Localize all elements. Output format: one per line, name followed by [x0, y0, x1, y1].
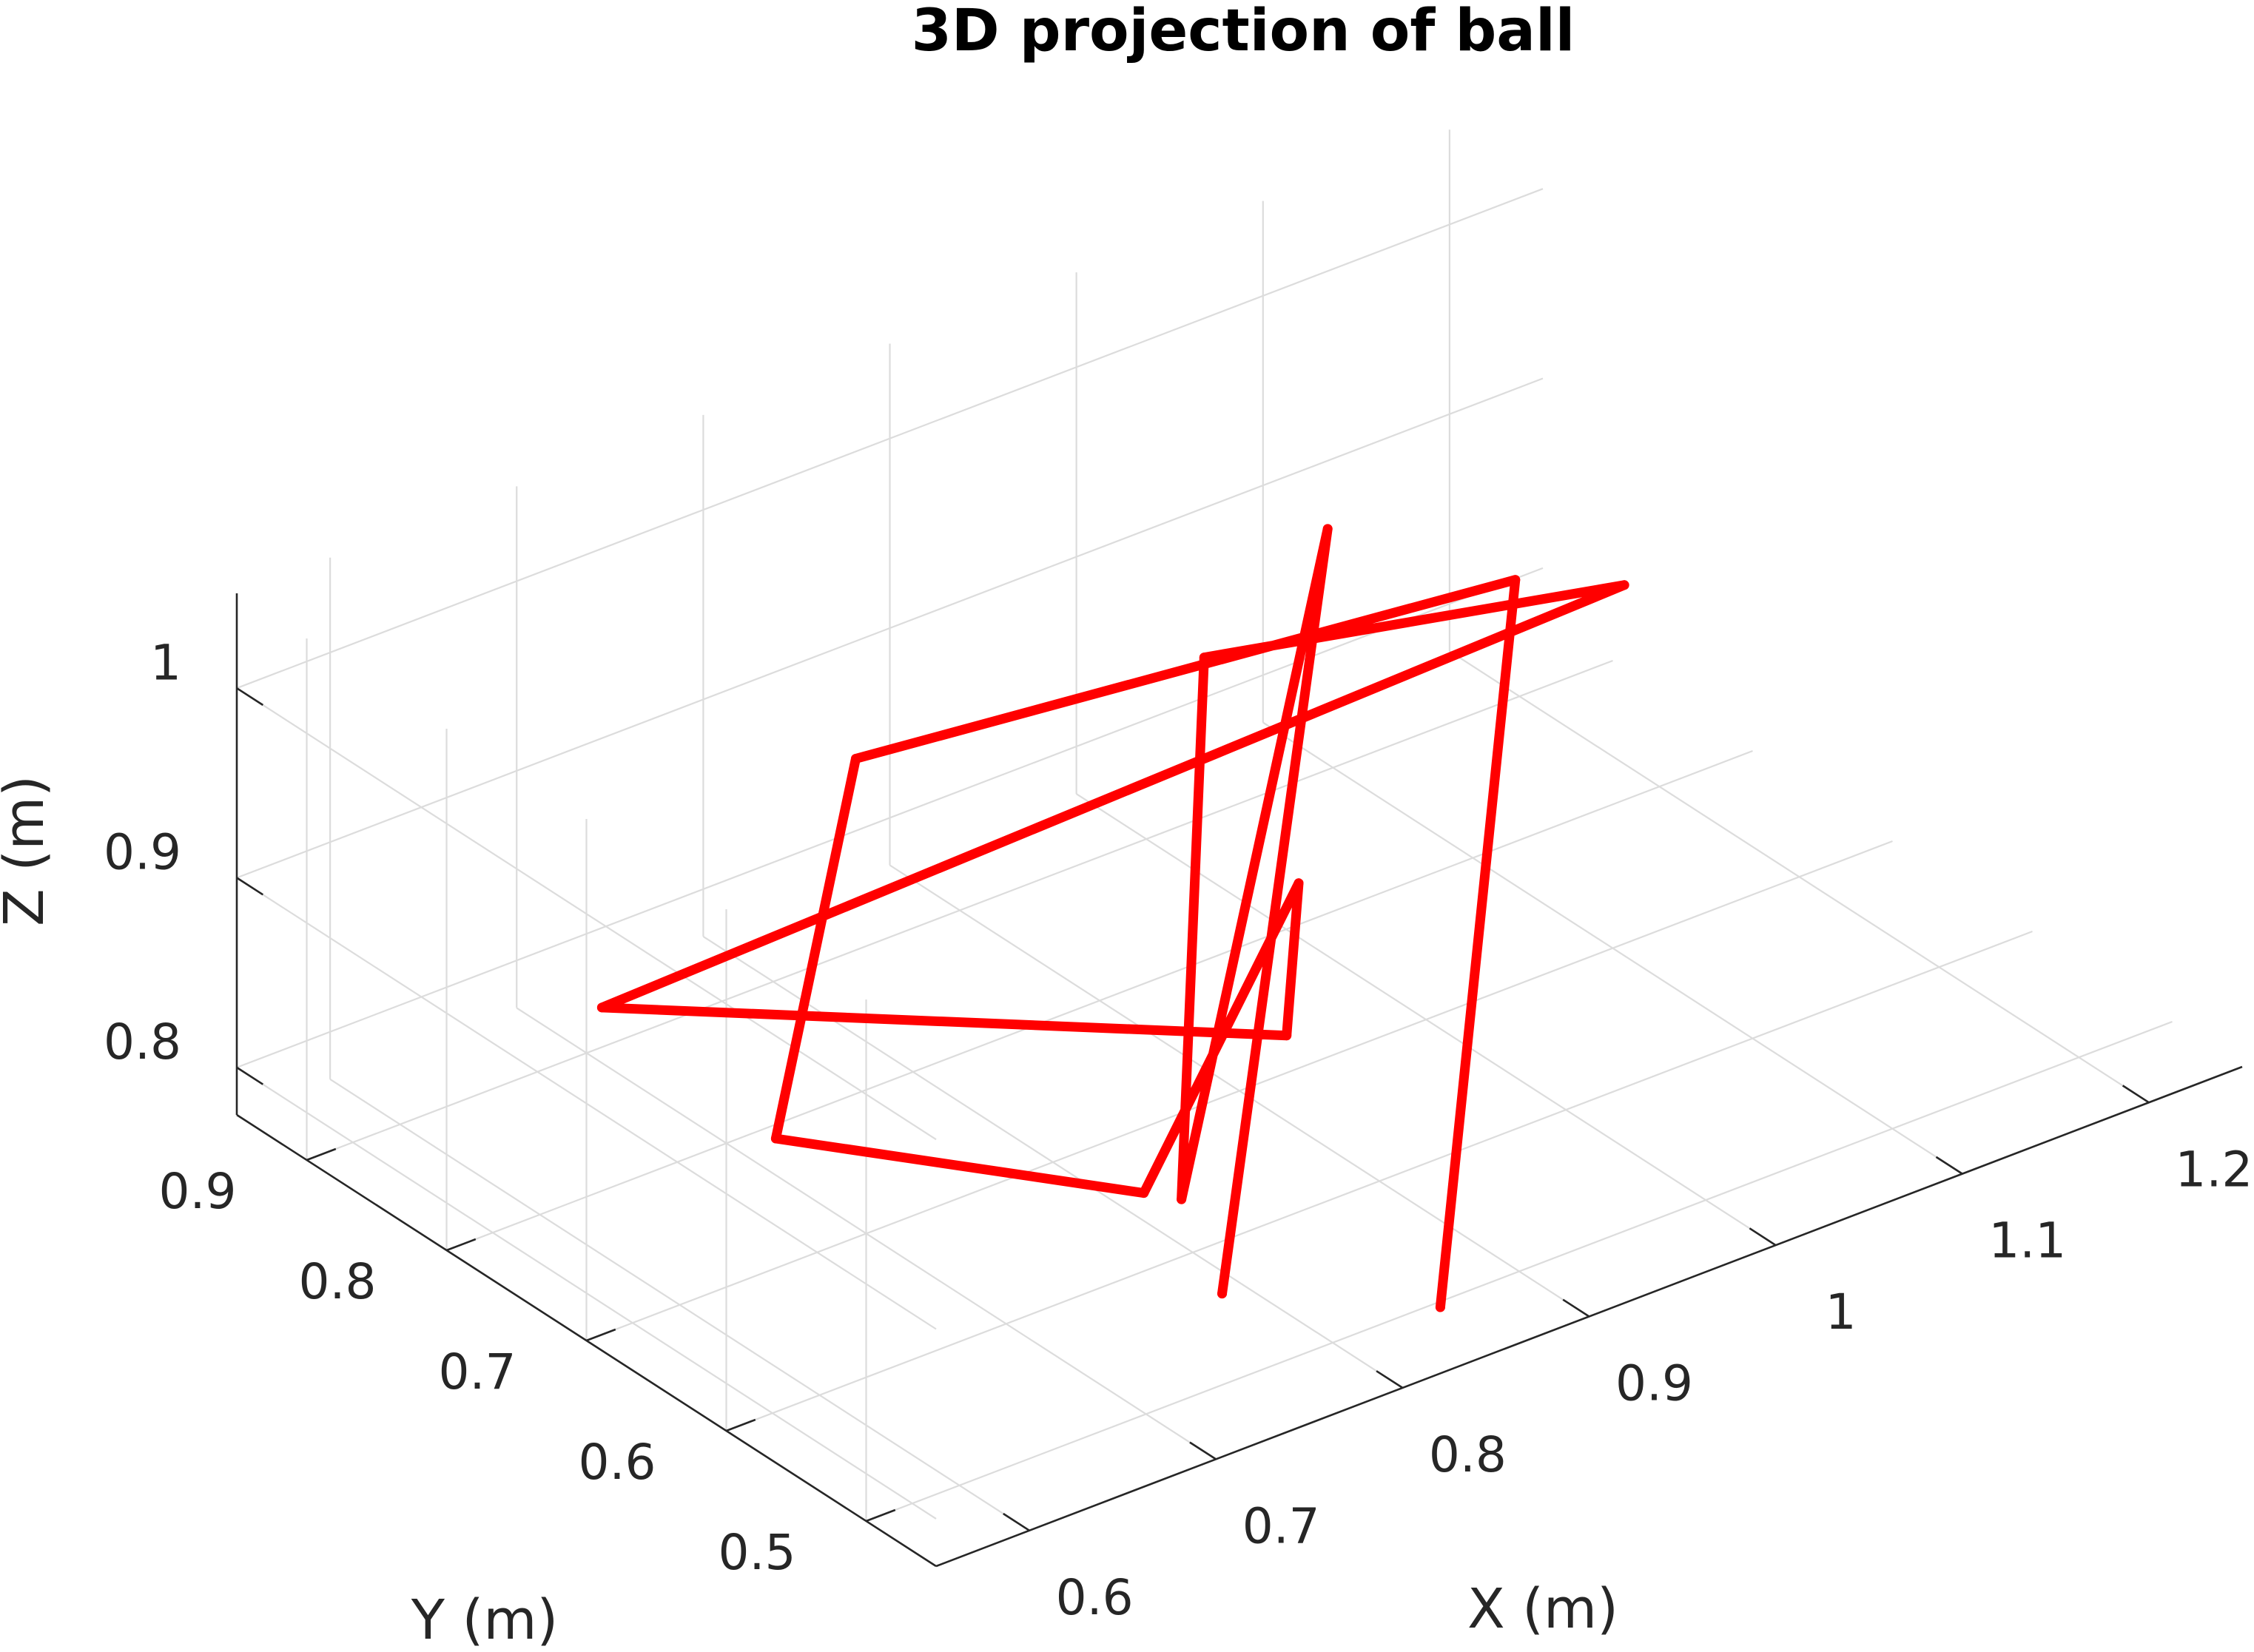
- z-tick-label: 0.9: [104, 824, 181, 881]
- y-tick-label: 0.9: [159, 1163, 237, 1220]
- trajectory-point: [1293, 878, 1304, 889]
- z-axis-label: Z (m): [0, 775, 56, 926]
- floor-grid-line-y: [446, 749, 1753, 1252]
- trajectory-point: [851, 754, 861, 763]
- floor-grid-line-y: [726, 930, 2033, 1432]
- z-tick-label: 1: [150, 634, 181, 691]
- floor-grid-line-y: [866, 1020, 2173, 1523]
- trajectory-point: [1435, 1302, 1445, 1312]
- x-tick-label: 1.2: [2175, 1141, 2253, 1198]
- trajectory-point: [596, 1002, 607, 1013]
- grid-layer: [236, 129, 2173, 1531]
- back-wall-grid-line-z: [236, 567, 1544, 1068]
- left-wall-grid-line-z: [236, 1066, 937, 1520]
- z-tick-mark: [236, 877, 264, 896]
- y-tick-label: 0.6: [579, 1434, 656, 1491]
- y-tick-mark: [446, 1238, 477, 1252]
- trajectory-point: [770, 1133, 781, 1144]
- floor-grid-line-y: [586, 840, 1893, 1342]
- x-tick-mark: [1003, 1512, 1030, 1531]
- y-tick-mark: [306, 1147, 337, 1162]
- axis-layer: 0.6 0.7 0.8 0.9 1 1.1 1.2 0.5 0.6 0.7 0.8 0.9 0.8 0.9…: [104, 593, 2253, 1626]
- x-tick-mark: [1189, 1441, 1217, 1460]
- y-tick-mark: [726, 1418, 756, 1432]
- x-tick-mark: [1376, 1370, 1404, 1389]
- y-tick-mark: [586, 1328, 616, 1342]
- x-tick-label: 0.8: [1429, 1426, 1507, 1483]
- chart-title: 3D projection of ball: [912, 0, 1575, 64]
- x-tick-mark: [1935, 1156, 1963, 1175]
- z-tick-label: 0.8: [104, 1014, 181, 1071]
- x-tick-label: 1.1: [1988, 1213, 2066, 1270]
- trajectory-point: [1139, 1188, 1149, 1198]
- x-tick-label: 1: [1826, 1284, 1857, 1341]
- y-tick-label: 0.8: [299, 1253, 377, 1310]
- data-layer: [596, 524, 1629, 1312]
- x-tick-mark: [1562, 1298, 1590, 1318]
- trajectory-point: [1177, 1194, 1187, 1204]
- x-tick-label: 0.7: [1242, 1497, 1320, 1554]
- trajectory-point: [1619, 580, 1629, 590]
- y-tick-label: 0.7: [439, 1343, 517, 1400]
- trajectory-line: [596, 524, 1629, 1312]
- x-tick-mark: [2122, 1085, 2150, 1104]
- trajectory-point: [1199, 653, 1209, 663]
- back-wall-grid-line-z: [236, 377, 1544, 879]
- y-tick-label: 0.5: [719, 1524, 796, 1581]
- x-axis-label: X (m): [1467, 1577, 1618, 1641]
- y-tick-mark: [866, 1508, 896, 1523]
- z-tick-mark: [236, 687, 264, 707]
- y-axis-label: Y (m): [411, 1588, 559, 1652]
- trajectory-point: [1282, 1031, 1292, 1041]
- trajectory-point: [1322, 524, 1333, 534]
- x-tick-label: 0.6: [1056, 1569, 1134, 1626]
- x-tick-label: 0.9: [1615, 1355, 1693, 1412]
- trajectory-point: [1217, 1289, 1227, 1299]
- x-tick-mark: [1749, 1227, 1777, 1247]
- left-wall-grid-line-z: [236, 877, 937, 1330]
- back-wall-grid-line-z: [236, 188, 1544, 690]
- z-tick-mark: [236, 1066, 264, 1085]
- left-wall-grid-line-z: [236, 687, 937, 1141]
- trajectory-point: [1510, 575, 1521, 585]
- floor-grid-line-y: [306, 659, 1613, 1162]
